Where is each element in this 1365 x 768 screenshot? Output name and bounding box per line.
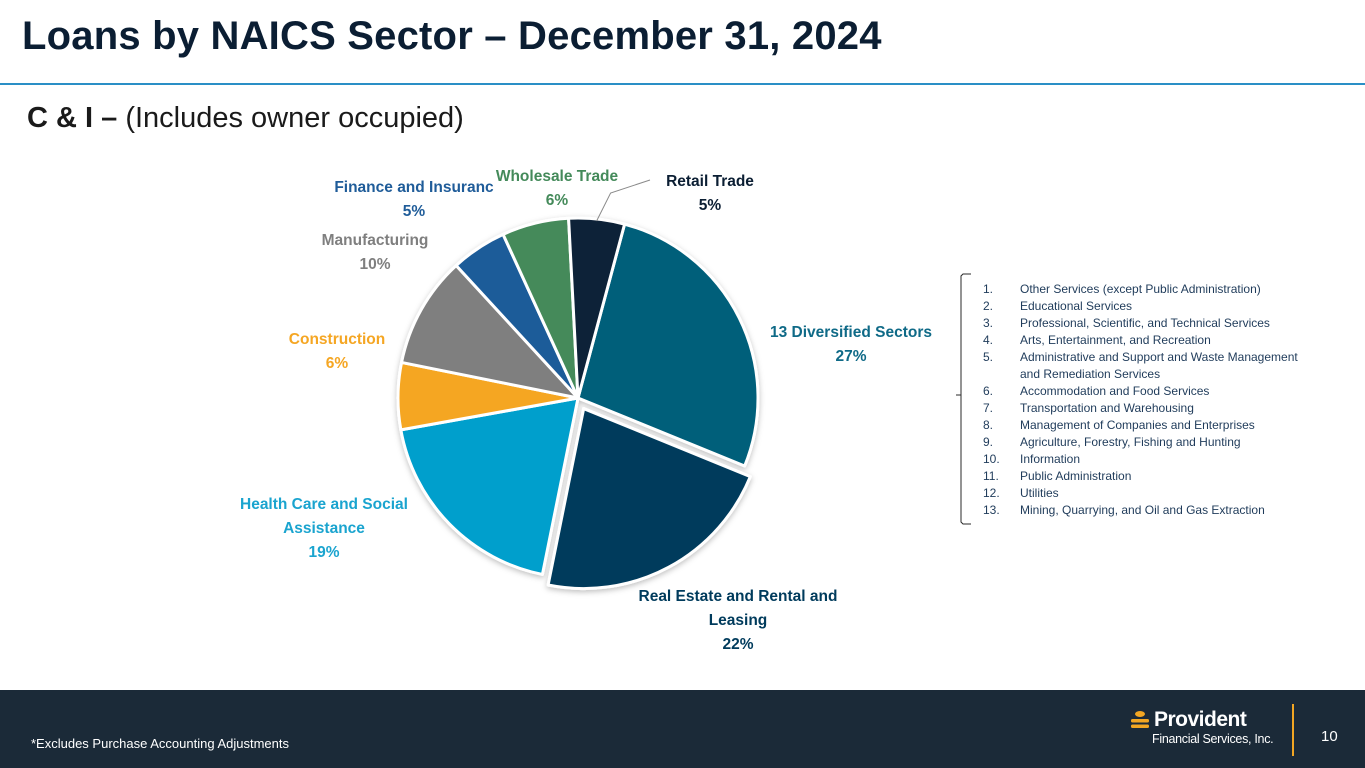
sector-list-item: 11. Public Administration xyxy=(983,468,1305,485)
pie-slice xyxy=(576,222,760,468)
pie-chart: 13 Diversified Sectors 27% Real Estate and… xyxy=(240,168,932,653)
slice-label: Health Care and Social Assistance 19% xyxy=(240,496,408,561)
logo-mark-icon xyxy=(1131,711,1149,728)
sector-list-number: 9. xyxy=(983,435,994,449)
sector-list-text: Professional, Scientific, and Technical … xyxy=(1020,316,1270,330)
sector-list-text: Public Administration xyxy=(1020,469,1132,483)
chart-subtitle: C & I – (Includes owner occupied) xyxy=(27,102,464,135)
slice-label-name: Real Estate and Rental and xyxy=(639,588,838,605)
slice-label-name: Leasing xyxy=(709,612,768,629)
pie-slice xyxy=(400,264,580,400)
subtitle-prefix: C & I – xyxy=(27,102,118,134)
sector-list-item: 4. Arts, Entertainment, and Recreation xyxy=(983,332,1305,349)
slide-title: Loans by NAICS Sector – December 31, 202… xyxy=(22,14,882,58)
sector-list-item: 8. Management of Companies and Enterprise… xyxy=(983,417,1305,434)
slice-label-value: 22% xyxy=(722,636,753,653)
sector-list-item: 5. Administrative and Support and Waste M… xyxy=(983,349,1305,383)
slice-label-name: Health Care and Social xyxy=(240,496,408,513)
sector-list-number: 7. xyxy=(983,401,994,415)
sector-list-item: 13. Mining, Quarrying, and Oil and Gas Ex… xyxy=(983,502,1305,519)
sector-list-item: 10. Information xyxy=(983,451,1305,468)
sector-list-number: 2. xyxy=(983,299,994,313)
logo-subtitle: Financial Services, Inc. xyxy=(1152,732,1274,746)
sector-list-number: 8. xyxy=(983,418,994,432)
leader-line xyxy=(596,179,651,222)
sector-list-item: 6. Accommodation and Food Services xyxy=(983,383,1305,400)
slice-labels: 13 Diversified Sectors 27% Real Estate and… xyxy=(240,168,932,653)
slice-label: Finance and Insuranc 5% xyxy=(334,179,494,220)
footer-divider xyxy=(1292,704,1294,756)
sector-list-text: Educational Services xyxy=(1020,299,1133,313)
slice-label-name: Manufacturing xyxy=(322,232,429,249)
page-number: 10 xyxy=(1321,728,1338,745)
sector-list-text: Other Services (except Public Administra… xyxy=(1020,282,1261,296)
leader-lines xyxy=(596,179,651,222)
slice-label-name: Retail Trade xyxy=(666,173,754,190)
subtitle-text: (Includes owner occupied) xyxy=(125,102,464,134)
slice-label: 13 Diversified Sectors 27% xyxy=(770,324,932,365)
sector-list-item: 1. Other Services (except Public Administ… xyxy=(983,281,1305,298)
sector-list-number: 5. xyxy=(983,350,994,364)
slice-label-value: 6% xyxy=(546,192,569,209)
sector-list-number: 10. xyxy=(983,452,1000,466)
title-divider xyxy=(0,83,1365,85)
slice-label: Construction 6% xyxy=(289,331,385,372)
sector-list-number: 3. xyxy=(983,316,994,330)
sector-list-text: Information xyxy=(1020,452,1081,466)
sector-list-text: Utilities xyxy=(1020,486,1059,500)
pie-slice xyxy=(567,216,627,400)
sector-list-text: Administrative and Support and Waste Man… xyxy=(1020,350,1298,381)
slice-label-name: Wholesale Trade xyxy=(496,168,619,185)
footnote: *Excludes Purchase Accounting Adjustment… xyxy=(31,736,289,751)
sector-list-text: Arts, Entertainment, and Recreation xyxy=(1020,333,1211,347)
slice-label-name: 13 Diversified Sectors xyxy=(770,324,932,341)
sector-list-number: 11. xyxy=(983,469,999,483)
slice-label-value: 6% xyxy=(326,355,349,372)
sector-list-text: Mining, Quarrying, and Oil and Gas Extra… xyxy=(1020,503,1265,517)
sector-list-text: Agriculture, Forestry, Fishing and Hunti… xyxy=(1020,435,1241,449)
sector-list-item: 12. Utilities xyxy=(983,485,1305,502)
slice-label-value: 5% xyxy=(699,197,722,214)
slice-label-name: Assistance xyxy=(283,520,365,537)
slice-label: Real Estate and Rental and Leasing 22% xyxy=(639,588,838,653)
sector-list-item: 9. Agriculture, Forestry, Fishing and Hun… xyxy=(983,434,1305,451)
slice-label-name: Finance and Insuranc xyxy=(334,179,494,196)
provident-logo: Provident Financial Services, Inc. xyxy=(1130,708,1280,758)
sector-list-item: 3. Professional, Scientific, and Technica… xyxy=(983,315,1305,332)
sector-list-number: 13. xyxy=(983,503,1000,517)
sector-list-text: Accommodation and Food Services xyxy=(1020,384,1210,398)
list-bracket xyxy=(956,273,971,525)
slice-label-value: 10% xyxy=(359,256,390,273)
sector-list-number: 1. xyxy=(983,282,994,296)
sector-list-number: 6. xyxy=(983,384,994,398)
logo-name: Provident xyxy=(1154,708,1247,731)
footer-bar: *Excludes Purchase Accounting Adjustment… xyxy=(0,690,1365,768)
sector-list-number: 4. xyxy=(983,333,994,347)
sector-list-item: 2. Educational Services xyxy=(983,298,1305,315)
slice-label-value: 27% xyxy=(835,348,866,365)
sector-list-text: Transportation and Warehousing xyxy=(1020,401,1194,415)
pie-slices xyxy=(396,216,760,591)
diversified-sectors-list: 1. Other Services (except Public Administ… xyxy=(983,281,1305,519)
slice-label: Wholesale Trade 6% xyxy=(496,168,619,209)
slice-label-value: 5% xyxy=(403,203,426,220)
sector-list-item: 7. Transportation and Warehousing xyxy=(983,400,1305,417)
pie-slice xyxy=(546,407,752,591)
slice-label: Manufacturing 10% xyxy=(322,232,429,273)
slice-label-value: 19% xyxy=(308,544,339,561)
pie-slice xyxy=(399,396,580,576)
sector-list-text: Management of Companies and Enterprises xyxy=(1020,418,1255,432)
sector-list-number: 12. xyxy=(983,486,1000,500)
slice-label-name: Construction xyxy=(289,331,385,348)
slice-label: Retail Trade 5% xyxy=(666,173,754,214)
